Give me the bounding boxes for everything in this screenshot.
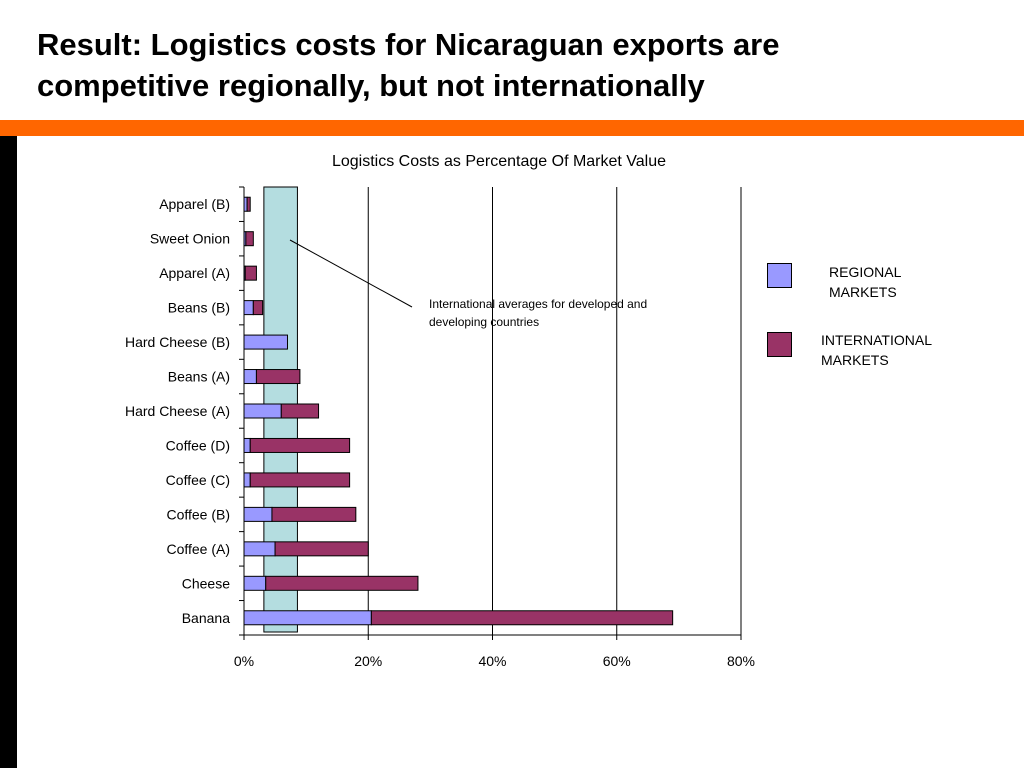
category-label: Apparel (A) <box>159 265 230 281</box>
category-label: Coffee (C) <box>166 472 230 488</box>
category-label: Hard Cheese (B) <box>125 334 230 350</box>
bar-regional <box>243 506 273 522</box>
bar-regional <box>243 541 276 557</box>
bar-regional <box>243 437 251 453</box>
category-label: Coffee (D) <box>166 437 230 453</box>
slide-title-line-1: Result: Logistics costs for Nicaraguan e… <box>37 27 780 62</box>
legend-label-international-line-2: MARKETS <box>821 352 889 368</box>
x-tick-label: 40% <box>478 653 506 669</box>
bar-regional <box>243 610 372 626</box>
gridlines <box>367 187 742 635</box>
category-label: Banana <box>182 610 230 626</box>
category-label: Coffee (A) <box>166 541 230 557</box>
legend-label-regional: REGIONAL MARKETS <box>829 262 901 302</box>
category-label: Sweet Onion <box>150 231 230 247</box>
bar-international <box>280 403 320 419</box>
legend-label-regional-line-1: REGIONAL <box>829 264 902 280</box>
annotation-text-line-1: International averages for developed and <box>429 297 647 311</box>
annotation: International averages for developed and… <box>289 239 647 329</box>
x-tick-label: 0% <box>234 653 254 669</box>
axes: Apparel (B) Sweet Onion Apparel (A) Beans (… <box>125 186 755 669</box>
bar-international <box>252 300 264 316</box>
bar-regional <box>243 334 288 350</box>
slide-title: Result: Logistics costs for Nicaraguan e… <box>37 24 997 106</box>
annotation-leader-line <box>289 239 413 308</box>
slide-title-line-2: competitive regionally, but not internat… <box>37 68 705 103</box>
legend-label-international: INTERNATIONAL MARKETS <box>821 330 932 370</box>
category-label: Coffee (B) <box>166 506 230 522</box>
bar-international <box>246 196 251 212</box>
bar-international <box>255 369 301 385</box>
chart-title: Logistics Costs as Percentage Of Market … <box>332 153 666 170</box>
bar-international <box>274 541 369 557</box>
legend-label-regional-line-2: MARKETS <box>829 284 897 300</box>
bar-international <box>245 231 254 247</box>
category-label: Apparel (B) <box>159 196 230 212</box>
legend-swatch-regional <box>767 263 792 288</box>
bar-regional <box>243 403 282 419</box>
x-tick-label: 80% <box>727 653 755 669</box>
bar-international <box>370 610 674 626</box>
bar-regional <box>243 369 257 385</box>
bar-regional <box>243 472 251 488</box>
bar-international <box>249 472 351 488</box>
bar-regional <box>243 300 254 316</box>
annotation-text-line-2: developing countries <box>429 315 539 329</box>
x-tick-label: 20% <box>354 653 382 669</box>
side-bar <box>0 136 17 768</box>
category-label: Hard Cheese (A) <box>125 403 230 419</box>
category-label: Beans (B) <box>168 300 230 316</box>
bar-international <box>244 265 257 281</box>
category-label: Cheese <box>182 575 230 591</box>
bar-regional <box>243 575 267 591</box>
x-tick-label: 60% <box>603 653 631 669</box>
legend-label-international-line-1: INTERNATIONAL <box>821 332 932 348</box>
accent-bar <box>0 120 1024 136</box>
bars <box>243 196 674 626</box>
bar-international <box>271 506 357 522</box>
bar-international <box>249 437 351 453</box>
bar-international <box>265 575 419 591</box>
legend-swatch-international <box>767 332 792 357</box>
category-label: Beans (A) <box>168 369 230 385</box>
